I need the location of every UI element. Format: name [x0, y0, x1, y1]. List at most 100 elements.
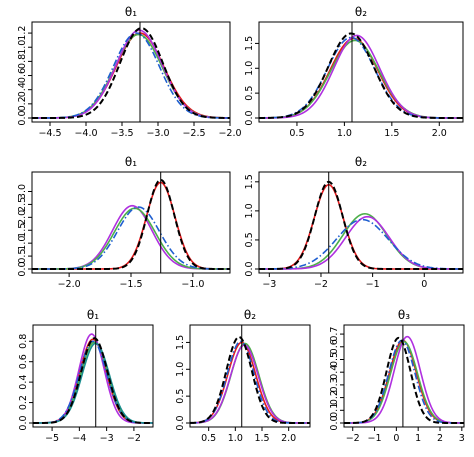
panel-title: θ₂ [244, 308, 256, 322]
y-tick-label: 1.2 [17, 26, 28, 41]
panel-title: θ₁ [125, 5, 137, 19]
density-curve-blue [32, 32, 230, 119]
density-curve-black [259, 180, 463, 270]
density-curve-purple [32, 29, 230, 119]
y-tick-label: 2.0 [17, 210, 28, 225]
density-curve-red [344, 339, 464, 424]
y-tick-label: 1.5 [244, 36, 255, 51]
x-tick-label: 1.5 [384, 128, 399, 139]
y-tick-label: 0.0 [329, 415, 340, 430]
y-tick-label: 0.0 [244, 110, 255, 125]
density-curve-purple [33, 333, 153, 424]
density-curve-black [32, 178, 230, 270]
x-tick-label: −3.0 [146, 128, 169, 139]
x-tick-label: 2.0 [281, 433, 296, 444]
panel-5-curves [33, 333, 153, 424]
plot-frame [343, 324, 465, 428]
y-tick-label: 0.5 [175, 389, 186, 404]
panel-title: θ₂ [355, 155, 367, 169]
density-curve-blue [259, 36, 463, 119]
x-tick-label: 0.5 [201, 433, 216, 444]
x-tick-label: 0.5 [289, 128, 304, 139]
y-tick-label: 0.0 [175, 415, 186, 430]
y-tick-label: 1.5 [17, 223, 28, 238]
y-tick-label: 1.5 [244, 174, 255, 189]
density-curve-green [33, 341, 153, 424]
density-curve-black [344, 336, 464, 424]
density-curve-purple [344, 335, 464, 424]
panel-2-curves [259, 32, 463, 119]
x-tick-label: −1 [366, 279, 380, 290]
panels-group: θ₁−4.5 −4.0 −3.5 −3.0 −2.5 −2.00.00.20.40.60.… [17, 5, 465, 444]
x-tick-label: −2 [346, 433, 360, 444]
panel-1: θ₁ −4.5 −4.0 −3.5 −3.0 −2.5 −2.0 0.00.20.40.60.… [17, 5, 242, 139]
x-tick-label: −1.0 [181, 279, 204, 290]
y-tick-label: 0.7 [329, 327, 340, 342]
y-tick-label: 0.4 [329, 365, 340, 380]
density-curve-blue [259, 218, 463, 270]
density-curve-black [190, 336, 310, 424]
x-tick-label: 3 [459, 433, 465, 444]
plot-frame [189, 324, 311, 428]
panel-3: θ₁ −2.0 −1.5 −1.0 0.00.51.01.52.02.53.0 [17, 155, 231, 290]
density-curve-green [344, 340, 464, 424]
density-curve-red [32, 32, 230, 119]
x-tick-label: −1 [368, 433, 382, 444]
panel-7-curves [344, 335, 464, 424]
density-curve-red [190, 341, 310, 424]
y-tick-label: 1.0 [17, 40, 28, 55]
density-curve-red [33, 338, 153, 424]
y-tick-label: 0.0 [244, 261, 255, 276]
x-tick-label: 0 [421, 279, 427, 290]
x-tick-label: −3 [262, 279, 276, 290]
y-tick-label: 0.6 [17, 68, 28, 83]
density-curve-purple [259, 34, 463, 119]
y-tick-label: 0.6 [329, 339, 340, 354]
panel-title: θ₁ [87, 308, 99, 322]
x-tick-label: −3 [100, 433, 114, 444]
plot-frame [31, 21, 231, 123]
panel-title: θ₁ [125, 155, 137, 169]
y-tick-label: 0.8 [18, 334, 29, 349]
x-tick-label: 1 [415, 433, 421, 444]
y-tick-label: 1.0 [17, 236, 28, 251]
x-tick-label: −2.0 [58, 279, 81, 290]
x-tick-label: 1.0 [228, 433, 243, 444]
y-tick-label: 3.0 [17, 184, 28, 199]
panel-4-curves [259, 180, 463, 270]
y-tick-label: 1.0 [244, 61, 255, 76]
plot-frame [258, 21, 464, 123]
y-tick-label: 0.0 [17, 110, 28, 125]
x-tick-label: −1.5 [119, 279, 142, 290]
density-curve-blue [344, 339, 464, 424]
x-tick-label: −4.0 [74, 128, 97, 139]
y-tick-label: 2.5 [17, 197, 28, 212]
x-tick-label: 2.0 [432, 128, 447, 139]
panel-7: θ₃ −2 −1 0 1 2 3 0.00.10.20.30.40.50.60.7 [329, 308, 465, 444]
x-tick-label: −2.0 [218, 128, 241, 139]
panel-2: θ₂ 0.5 1.0 1.5 2.0 0.0 0.5 1.0 1.5 [244, 5, 464, 139]
plot-frame [258, 171, 464, 274]
x-tick-label: −2 [127, 433, 141, 444]
panel-1-curves [32, 27, 230, 119]
panel-5: θ₁ −5 −4 −3 −2 0.0 0.2 0.4 0.6 0.8 [18, 308, 154, 444]
density-curve-black [32, 27, 230, 119]
y-tick-label: 0.2 [18, 395, 29, 410]
panel-3-curves [32, 178, 230, 270]
x-tick-label: −5 [45, 433, 59, 444]
density-curve-black [33, 337, 153, 424]
y-tick-label: 1.0 [175, 362, 186, 377]
density-curve-teal [33, 342, 153, 424]
plot-frame [32, 324, 154, 428]
x-tick-label: 1.5 [254, 433, 269, 444]
density-curve-green [32, 33, 230, 119]
x-tick-label: 1.0 [337, 128, 352, 139]
x-tick-label: 2 [437, 433, 443, 444]
density-curve-blue [33, 340, 153, 424]
x-tick-label: −2 [314, 279, 328, 290]
y-tick-label: 0.2 [17, 96, 28, 111]
density-curve-red [32, 181, 230, 270]
y-tick-label: 1.5 [175, 335, 186, 350]
y-tick-label: 0.6 [18, 354, 29, 369]
